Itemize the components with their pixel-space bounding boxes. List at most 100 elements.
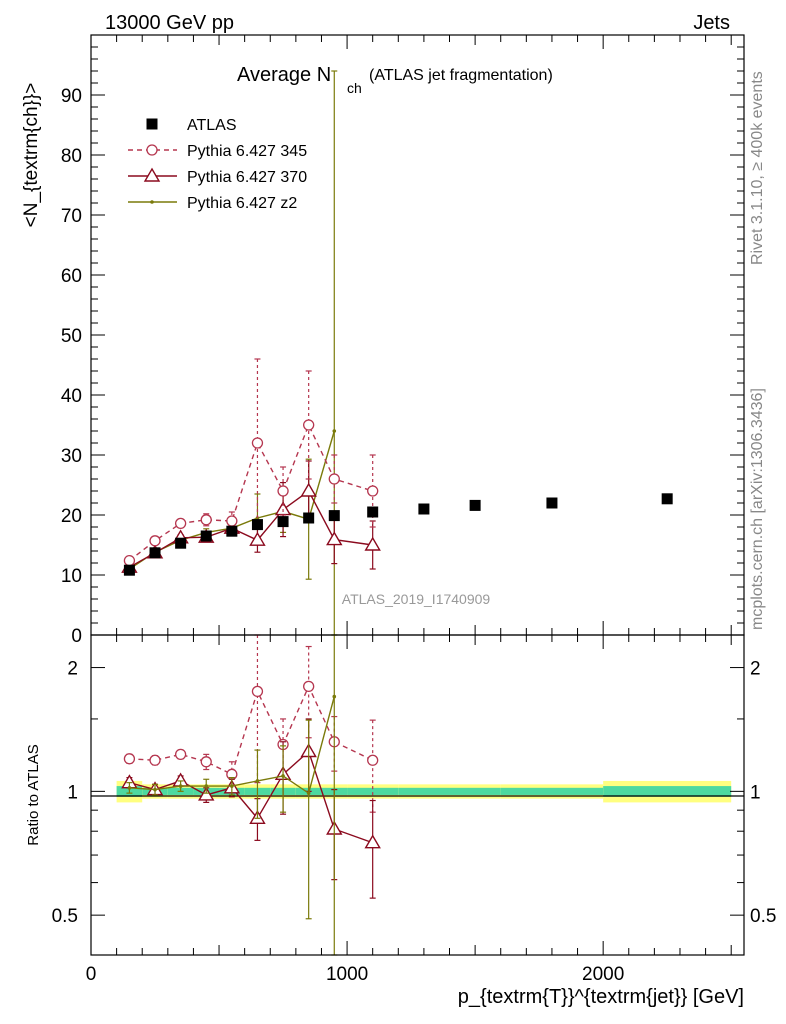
top-marker-data (546, 497, 558, 509)
top-marker-p345 (328, 473, 340, 485)
bottom-y-axis-label: Ratio to ATLAS (25, 744, 42, 845)
legend-marker-p370 (143, 167, 161, 182)
bottom-panel-frame (90, 634, 745, 956)
ratio-marker-p345 (303, 680, 315, 693)
ratio-line-p370 (129, 750, 373, 844)
atlas-uncertainty-band-inner (347, 787, 399, 795)
ratio-marker-p345 (123, 753, 136, 765)
ratio-marker-z2 (281, 774, 285, 778)
top-marker-p345 (174, 517, 187, 530)
atlas-uncertainty-band-inner (500, 787, 604, 795)
atlas-uncertainty-band-inner (603, 786, 732, 797)
header-left: 13000 GeV pp (105, 12, 234, 34)
top-marker-p345 (226, 515, 238, 527)
x-tick-label: 0 (86, 964, 97, 985)
y-tick-label: 10 (61, 566, 82, 587)
ratio-line-p345 (129, 684, 373, 776)
top-marker-data (661, 493, 673, 505)
legend-marker-data (146, 118, 158, 130)
legend-item-p370: Pythia 6.427 370 (128, 167, 307, 186)
legend: ATLAS Pythia 6.427 345 Pythia 6.427 370 Pyt… (128, 117, 307, 212)
ratio-y-tick-label: 0.5 (52, 906, 78, 927)
top-panel: 0 10 20 30 40 50 60 70 80 90 Average N ch (ATLAS … (21, 34, 745, 647)
top-marker-data (469, 499, 481, 511)
legend-item-z2: Pythia 6.427 z2 (128, 195, 297, 212)
ratio-marker-p345 (367, 754, 379, 766)
top-marker-p345 (277, 485, 289, 497)
header-right: Jets (693, 12, 730, 34)
ratio-marker-p345 (174, 748, 187, 761)
top-marker-data (328, 510, 340, 522)
atlas-uncertainty-band-inner (398, 787, 450, 795)
ratio-marker-z2 (204, 784, 209, 788)
legend-item-p345: Pythia 6.427 345 (128, 143, 307, 160)
ratio-marker-z2 (230, 784, 234, 788)
legend-label-data: ATLAS (187, 117, 237, 134)
top-marker-data (175, 537, 187, 549)
ratio-series-p345 (123, 634, 379, 813)
ratio-y-tick-label-right: 1 (750, 782, 761, 803)
ratio-series-p370 (121, 718, 381, 899)
top-marker-p370 (249, 531, 266, 546)
top-series-data (123, 493, 673, 576)
side-label-top: Rivet 3.1.10, ≥ 400k events (749, 71, 766, 265)
ratio-marker-p370 (364, 834, 381, 849)
ratio-marker-z2 (153, 787, 157, 792)
top-marker-p370 (326, 531, 343, 546)
x-tick-label: 2000 (582, 964, 624, 985)
top-marker-data (277, 516, 289, 528)
plot-title-sub: ch (347, 80, 362, 96)
top-marker-p370 (364, 536, 381, 551)
analysis-label: ATLAS_2019_I1740909 (342, 591, 491, 607)
bottom-panel: 0.5 0.5 1 1 2 2 0 1000 2000 Ratio to ATLAS p_{te… (25, 634, 776, 1008)
top-marker-data (123, 564, 135, 576)
ratio-y-tick-label-right: 0.5 (750, 906, 776, 927)
y-tick-label: 30 (61, 446, 82, 467)
top-marker-p370 (300, 482, 317, 497)
top-line-p370 (129, 489, 373, 568)
plot-title-main: Average N (237, 64, 331, 86)
side-label-bottom: mcplots.cern.ch [arXiv:1306.3436] (749, 388, 766, 630)
top-line-p345 (128, 423, 373, 562)
ratio-y-tick-label: 1 (67, 782, 78, 803)
y-tick-label: 70 (61, 206, 82, 227)
atlas-uncertainty-band-inner (449, 787, 501, 795)
x-tick-label: 1000 (326, 964, 368, 985)
ratio-marker-z2 (127, 786, 132, 790)
top-marker-p345 (367, 485, 379, 497)
legend-label-p345: Pythia 6.427 345 (187, 143, 307, 160)
y-tick-label: 80 (61, 146, 82, 167)
ratio-marker-z2 (255, 779, 260, 783)
y-tick-label: 50 (61, 326, 82, 347)
top-marker-p345 (123, 554, 136, 567)
ratio-marker-p345 (149, 754, 161, 766)
ratio-marker-z2 (178, 784, 183, 788)
ratio-series-z2 (126, 634, 338, 956)
ratio-marker-z2 (332, 694, 337, 699)
ratio-marker-p370 (198, 786, 215, 801)
ratio-marker-p345 (251, 685, 264, 698)
top-series-p370 (121, 460, 381, 573)
legend-marker-p345 (146, 144, 158, 156)
legend-label-p370: Pythia 6.427 370 (187, 169, 307, 186)
plot-title-paren: (ATLAS jet fragmentation) (369, 67, 553, 84)
top-marker-p345 (149, 535, 161, 547)
legend-marker-z2 (150, 200, 154, 204)
top-marker-p345 (200, 514, 212, 526)
ratio-y-tick-label-right: 2 (750, 659, 761, 680)
legend-label-z2: Pythia 6.427 z2 (187, 195, 297, 212)
y-tick-label: 0 (71, 626, 82, 647)
top-marker-z2 (332, 429, 337, 433)
top-marker-p345 (251, 437, 264, 449)
top-marker-data (251, 519, 263, 531)
top-marker-data (149, 547, 161, 559)
top-series-p345 (123, 358, 379, 567)
top-marker-data (200, 530, 212, 542)
top-marker-data (303, 512, 315, 524)
ratio-marker-z2 (306, 791, 311, 795)
ratio-marker-p345 (200, 756, 212, 768)
x-axis-label: p_{textrm{T}}^{textrm{jet}} [GeV] (458, 986, 744, 1008)
ratio-y-tick-label: 2 (67, 659, 78, 680)
top-marker-data (226, 525, 238, 537)
